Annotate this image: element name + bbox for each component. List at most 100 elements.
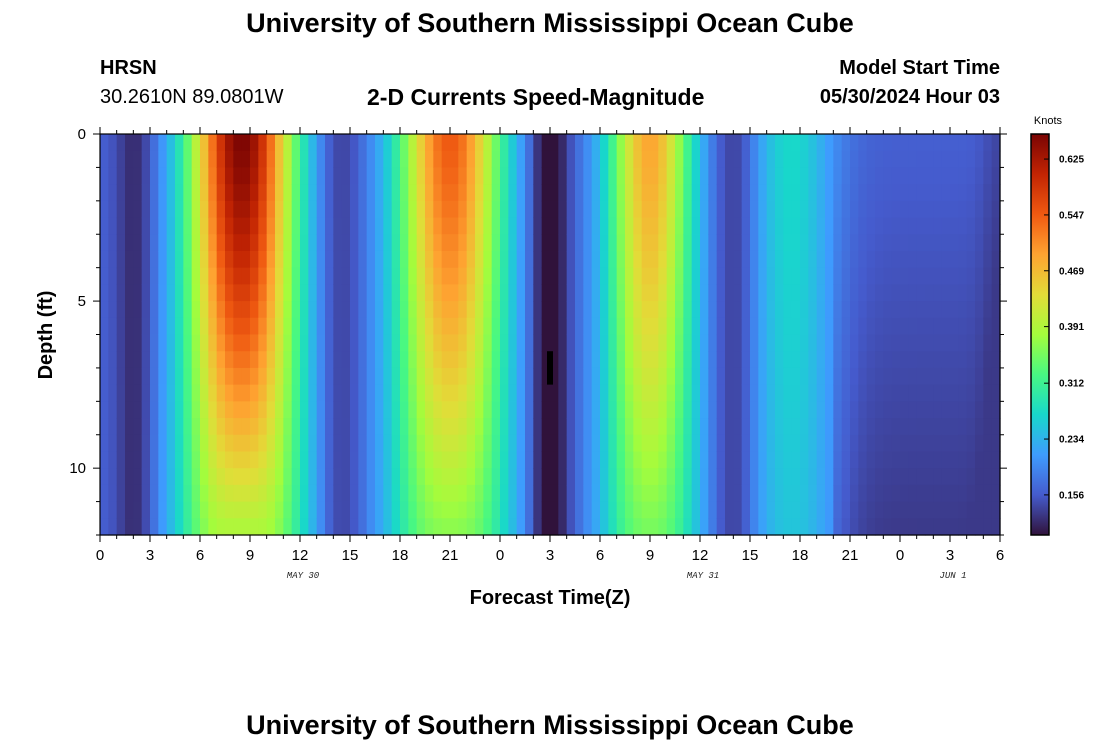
heatmap-cell (441, 301, 451, 319)
heatmap-cell (541, 468, 551, 486)
heatmap-cell (666, 234, 676, 252)
heatmap-cell (900, 284, 909, 302)
heatmap-cell (766, 184, 776, 202)
heatmap-cell (541, 150, 551, 169)
heatmap-cell (191, 518, 201, 536)
heatmap-cell (566, 250, 576, 269)
heatmap-cell (883, 200, 893, 219)
heatmap-cell (325, 401, 334, 419)
heatmap-cell (400, 484, 409, 503)
heatmap-cell (166, 200, 176, 219)
heatmap-cell (808, 267, 818, 285)
heatmap-cell (458, 150, 468, 169)
heatmap-cell (725, 351, 734, 369)
heatmap-cell (150, 468, 159, 486)
heatmap-cell (300, 484, 309, 503)
heatmap-cell (783, 267, 793, 285)
heatmap-cell (175, 250, 184, 269)
heatmap-cell (350, 384, 359, 402)
heatmap-cell (875, 518, 884, 536)
heatmap-cell (666, 401, 676, 419)
heatmap-cell (283, 468, 293, 486)
heatmap-cell (475, 434, 484, 453)
heatmap-cell (333, 317, 343, 336)
heatmap-cell (241, 351, 251, 369)
heatmap-cell (266, 200, 276, 219)
heatmap-cell (133, 234, 143, 252)
heatmap-cell (900, 184, 909, 202)
heatmap-cell (733, 418, 743, 436)
heatmap-cell (375, 267, 384, 285)
heatmap-cell (541, 484, 551, 503)
heatmap-cell (550, 351, 559, 369)
heatmap-cell (800, 351, 809, 369)
heatmap-cell (608, 301, 618, 319)
heatmap-cell (691, 418, 701, 436)
heatmap-cell (575, 501, 584, 519)
heatmap-cell (108, 234, 118, 252)
heatmap-cell (533, 384, 543, 402)
heatmap-cell (416, 418, 426, 436)
heatmap-cell (783, 518, 793, 536)
heatmap-cell (100, 217, 109, 235)
heatmap-cell (283, 234, 293, 252)
heatmap-cell (733, 484, 743, 503)
heatmap-cell (266, 134, 276, 152)
heatmap-cell (133, 501, 143, 519)
heatmap-cell (841, 367, 851, 386)
heatmap-cell (608, 167, 618, 185)
heatmap-cell (266, 184, 276, 202)
heatmap-cell (683, 217, 693, 235)
heatmap-cell (275, 234, 284, 252)
heatmap-cell (925, 451, 934, 469)
heatmap-cell (183, 484, 193, 503)
heatmap-cell (358, 501, 368, 519)
heatmap-cell (783, 167, 793, 185)
heatmap-cell (250, 184, 259, 202)
heatmap-cell (433, 484, 443, 503)
heatmap-cell (316, 301, 326, 319)
heatmap-cell (508, 317, 518, 336)
heatmap-cell (566, 484, 576, 503)
heatmap-cell (441, 384, 451, 402)
heatmap-cell (175, 284, 184, 302)
heatmap-cell (408, 184, 418, 202)
heatmap-cell (525, 484, 534, 503)
heatmap-cell (541, 301, 551, 319)
heatmap-cell (808, 317, 818, 336)
heatmap-cell (308, 267, 318, 285)
heatmap-cell (800, 367, 809, 386)
heatmap-cell (566, 301, 576, 319)
heatmap-cell (891, 184, 901, 202)
heatmap-cell (558, 301, 568, 319)
heatmap-cell (458, 434, 468, 453)
heatmap-cell (508, 334, 518, 352)
heatmap-cell (225, 217, 234, 235)
heatmap-cell (325, 250, 334, 269)
heatmap-cell (933, 317, 943, 336)
heatmap-cell (241, 451, 251, 469)
heatmap-cell (533, 334, 543, 352)
heatmap-cell (791, 401, 801, 419)
heatmap-cell (366, 501, 376, 519)
heatmap-cell (116, 234, 126, 252)
heatmap-cell (733, 184, 743, 202)
heatmap-cell (550, 267, 559, 285)
heatmap-cell (741, 317, 751, 336)
heatmap-cell (725, 284, 734, 302)
heatmap-cell (308, 468, 318, 486)
heatmap-cell (166, 468, 176, 486)
heatmap-cell (391, 234, 401, 252)
heatmap-cell (766, 501, 776, 519)
heatmap-cell (575, 468, 584, 486)
heatmap-cell (416, 301, 426, 319)
heatmap-cell (558, 451, 568, 469)
heatmap-cell (633, 267, 643, 285)
heatmap-cell (333, 367, 343, 386)
heatmap-cell (208, 134, 218, 152)
heatmap-cell (625, 134, 634, 152)
heatmap-cell (583, 367, 593, 386)
heatmap-cell (800, 134, 809, 152)
heatmap-cell (391, 284, 401, 302)
heatmap-cell (925, 250, 934, 269)
